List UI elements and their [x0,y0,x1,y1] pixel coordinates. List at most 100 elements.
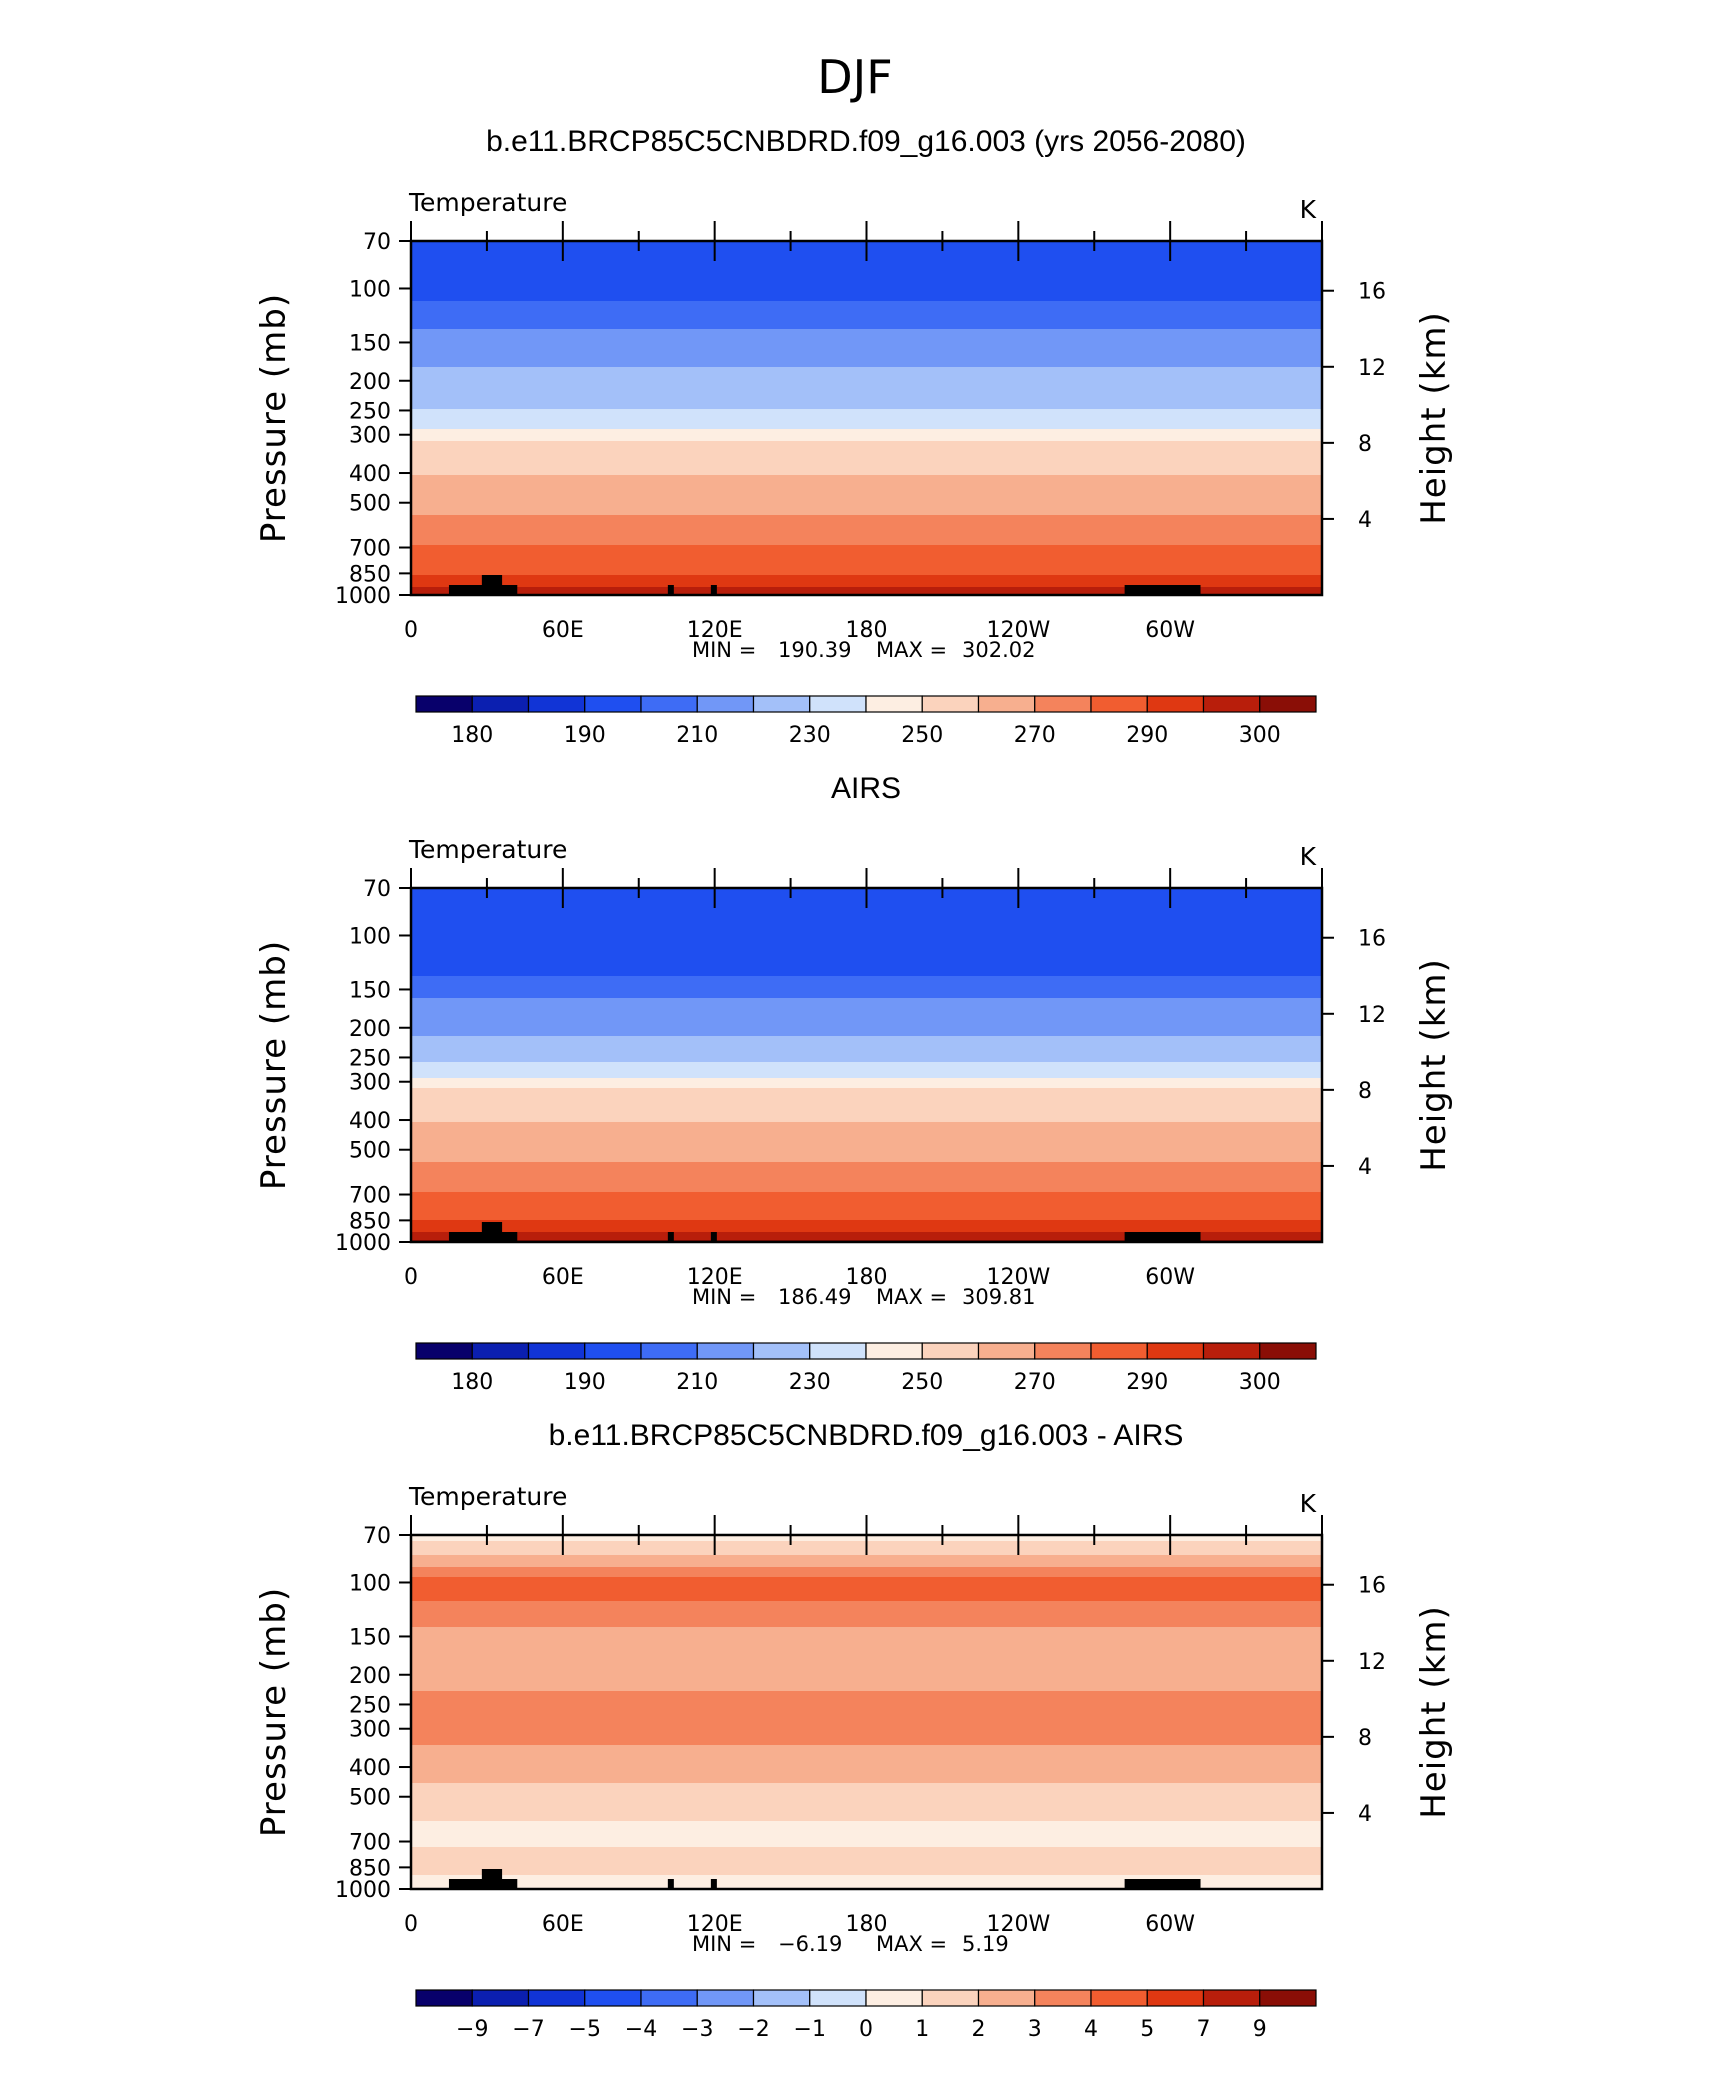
field-band [411,1140,1322,1143]
field-band [411,531,1322,534]
y2-tick-label: 4 [1358,1155,1372,1180]
field-band [411,1647,1322,1650]
x-tick-label: 0 [404,618,418,643]
field-band [411,1008,1322,1011]
max-value: 302.02 [962,638,1035,662]
field-band [411,1018,1322,1021]
y-tick-label: 100 [349,924,391,949]
field-band [411,1791,1322,1794]
field-band [411,329,1322,332]
y-tick-label: 250 [349,1046,391,1071]
y-tick-label: 150 [349,331,391,356]
y-tick-label: 150 [349,978,391,1003]
colorbar-label: 230 [789,723,831,748]
field-band [411,986,1322,989]
field-band [411,1739,1322,1742]
y-axis-title: Pressure (mb) [254,1587,294,1837]
colorbar-label: 9 [1253,2017,1267,2042]
field-band [411,315,1322,318]
field-band [411,1723,1322,1726]
field-band [411,1030,1322,1033]
field-band [411,1625,1322,1628]
field-band [411,1745,1322,1748]
field-band [411,1012,1322,1015]
y-tick-label: 850 [349,1209,391,1234]
field-band [411,1719,1322,1722]
field-band [411,1733,1322,1736]
colorbar-box [1090,1342,1148,1360]
field-band [411,1709,1322,1712]
field-band [411,1158,1322,1161]
field-band [411,395,1322,398]
colorbar-label: 5 [1140,2017,1154,2042]
field-band [411,349,1322,352]
terrain-andes [1124,1232,1201,1242]
terrain-andes [1124,1879,1201,1889]
field-band [411,1839,1322,1842]
y-tick-label: 250 [349,1693,391,1718]
colorbar-box [921,1342,980,1360]
field-band [411,1789,1322,1792]
field-band [411,1196,1322,1199]
colorbar-label: −9 [456,2017,488,2042]
field-band [411,1717,1322,1720]
field-band [411,1170,1322,1173]
field-band [411,1875,1322,1878]
colorbar-box [1202,1989,1261,2007]
field-band [411,1232,1322,1235]
field-band [411,1162,1322,1165]
field-band [411,1126,1322,1129]
field-band [411,387,1322,390]
field-band [411,307,1322,310]
field-band [411,1222,1322,1225]
field-band [411,385,1322,388]
x-tick-label: 0 [404,1265,418,1290]
field-band [411,489,1322,492]
field-band [411,1751,1322,1754]
field-band [411,1617,1322,1620]
field-band [411,1571,1322,1574]
field-band [411,439,1322,442]
colorbar-box [865,1342,923,1360]
field-band [411,1120,1322,1123]
field-band [411,1853,1322,1856]
colorbar-box [809,695,867,713]
colorbar-box [584,1989,642,2007]
field-band [411,323,1322,326]
field-band [411,379,1322,382]
field-band [411,938,1322,941]
y-tick-label: 500 [349,1139,391,1164]
field-band [411,1184,1322,1187]
field-band [411,988,1322,991]
field-band [411,1761,1322,1764]
field-band [411,1132,1322,1135]
field-band [411,962,1322,965]
field-band [411,918,1322,921]
field-band [411,1681,1322,1684]
colorbar-box [1090,1989,1148,2007]
field-band [411,361,1322,364]
panel-title: AIRS [831,772,901,805]
field-band [411,1605,1322,1608]
field-band [411,908,1322,911]
field-band [411,1615,1322,1618]
field-band [411,525,1322,528]
field-band [411,353,1322,356]
field-band [411,1703,1322,1706]
field-band [411,1623,1322,1626]
field-band [411,469,1322,472]
field-band [411,569,1322,572]
y-tick-label: 200 [349,1664,391,1689]
terrain-east-africa [481,1222,503,1242]
field-band [411,1068,1322,1071]
field-band [411,347,1322,350]
field-band [411,1777,1322,1780]
y-tick-label: 850 [349,1856,391,1881]
field-band [411,1855,1322,1858]
field-band [411,1561,1322,1564]
field-band [411,541,1322,544]
field-band [411,303,1322,306]
colorbar-label: 250 [901,1370,943,1395]
field-band [411,1206,1322,1209]
field-band [411,1695,1322,1698]
